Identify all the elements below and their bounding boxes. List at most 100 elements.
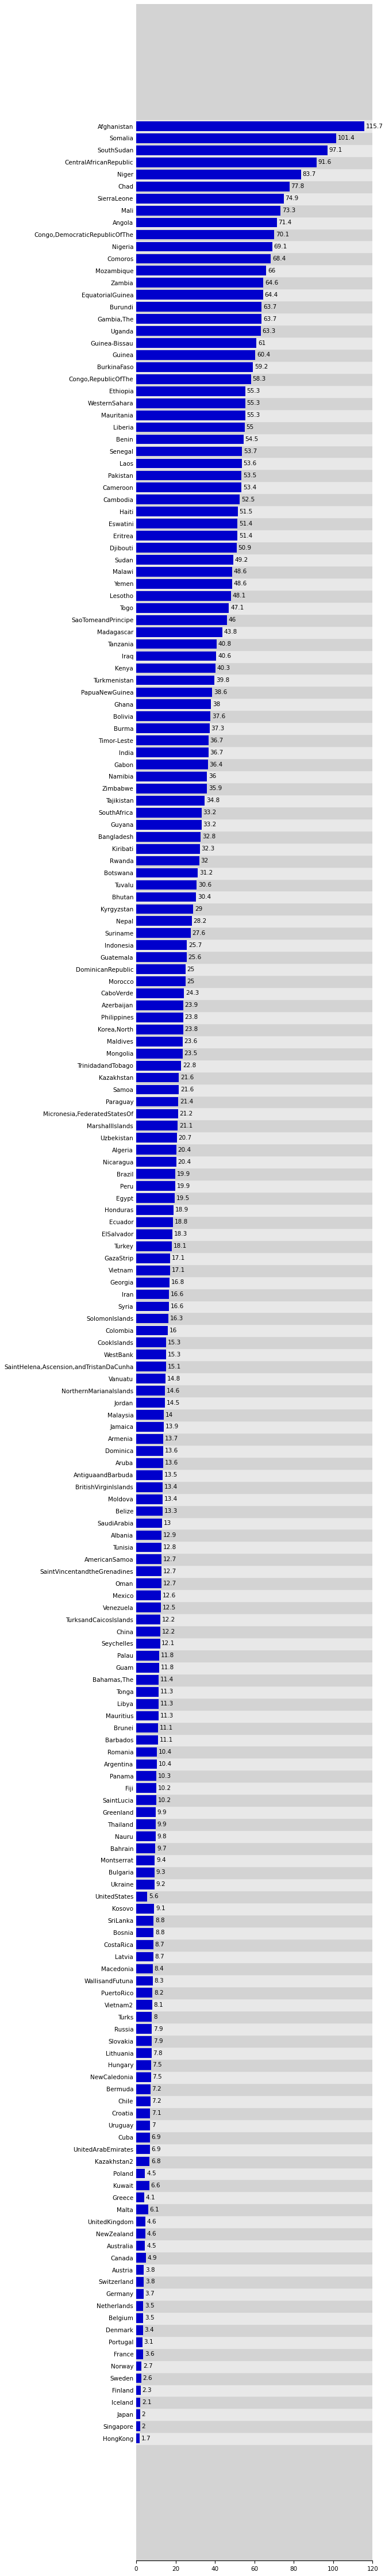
Bar [136,2362,142,2370]
Bar [136,1710,373,1721]
Text: 6.9: 6.9 [151,2146,161,2154]
Bar [136,1940,373,1950]
Text: 53.6: 53.6 [243,461,257,466]
Bar [136,1819,156,1829]
Bar [136,193,284,204]
Text: 15.3: 15.3 [168,1340,181,1345]
Text: 20.7: 20.7 [179,1136,192,1141]
Bar [136,2169,145,2179]
Bar [136,976,373,987]
Text: 48.6: 48.6 [234,569,247,574]
Text: 55.3: 55.3 [247,389,260,394]
Bar [136,2324,373,2336]
Bar [136,301,373,312]
Bar [136,1481,373,1494]
Bar [136,1710,159,1721]
Bar [136,891,196,902]
Bar [136,2396,373,2409]
Bar [136,927,191,938]
Bar [136,757,373,770]
Bar [136,1687,159,1698]
Bar [136,1229,373,1239]
Text: 35.9: 35.9 [209,786,222,791]
Bar [136,963,186,974]
Bar [136,410,245,420]
Bar [136,2239,373,2251]
Bar [136,1386,165,1396]
Bar [136,2398,141,2406]
Bar [136,1409,373,1422]
Text: 66: 66 [268,268,275,273]
Bar [136,783,373,793]
Bar [136,1409,164,1419]
Text: 63.7: 63.7 [263,304,276,309]
Text: 11.4: 11.4 [160,1677,174,1682]
Bar [136,747,209,757]
Text: 28.2: 28.2 [193,917,207,925]
Text: 51.5: 51.5 [239,507,253,515]
Bar [136,1061,181,1072]
Text: 11.1: 11.1 [160,1726,173,1731]
Text: 7.9: 7.9 [153,2027,163,2032]
Bar [136,1783,373,1793]
Text: 17.1: 17.1 [171,1267,185,1273]
Bar [136,1759,157,1770]
Bar [136,2385,373,2396]
Text: 23.6: 23.6 [184,1038,198,1043]
Bar [136,1373,166,1383]
Text: 8.2: 8.2 [154,1991,164,1996]
Bar [136,1819,373,1832]
Bar [136,1350,166,1360]
Bar [136,397,373,410]
Bar [136,2025,152,2035]
Bar [136,229,274,240]
Text: 23.9: 23.9 [185,1002,198,1007]
Text: 9.2: 9.2 [156,1880,166,1888]
Bar [136,276,373,289]
Text: 12.2: 12.2 [162,1628,175,1633]
Bar [136,1471,163,1479]
Bar [136,1255,170,1262]
Bar [136,809,202,817]
Bar [136,1121,373,1131]
Bar [136,1613,373,1625]
Bar [136,518,238,528]
Bar [136,386,245,397]
Text: 69.1: 69.1 [274,245,287,250]
Bar [136,495,239,505]
Text: 8.7: 8.7 [155,1942,164,1947]
Bar [136,495,373,505]
Bar [136,2205,148,2215]
Text: 68.4: 68.4 [273,255,286,263]
Bar [136,507,238,515]
Bar [136,1793,373,1806]
Text: 60.4: 60.4 [257,353,270,358]
Text: 50.9: 50.9 [238,546,251,551]
Text: 23.8: 23.8 [185,1015,198,1020]
Bar [136,1216,373,1229]
Bar [136,2048,152,2058]
Bar [136,1121,178,1131]
Text: 32: 32 [201,858,208,863]
Bar [136,2035,373,2048]
Text: 37.6: 37.6 [212,714,225,719]
Bar [136,1327,168,1334]
Text: 9.9: 9.9 [157,1808,167,1816]
Bar [136,471,241,479]
Bar [136,1084,373,1095]
Bar [136,1048,182,1059]
Text: 14.8: 14.8 [167,1376,180,1381]
Text: 25: 25 [187,979,195,984]
Bar [136,1445,373,1458]
Text: 25.6: 25.6 [188,953,202,961]
Bar [136,361,373,374]
Text: 10.3: 10.3 [158,1772,171,1780]
Bar [136,337,256,348]
Bar [136,121,364,131]
Bar [136,2300,143,2311]
Bar [136,819,373,829]
Bar [136,1432,373,1445]
Bar [136,242,272,252]
Bar [136,1288,373,1301]
Bar [136,2409,140,2419]
